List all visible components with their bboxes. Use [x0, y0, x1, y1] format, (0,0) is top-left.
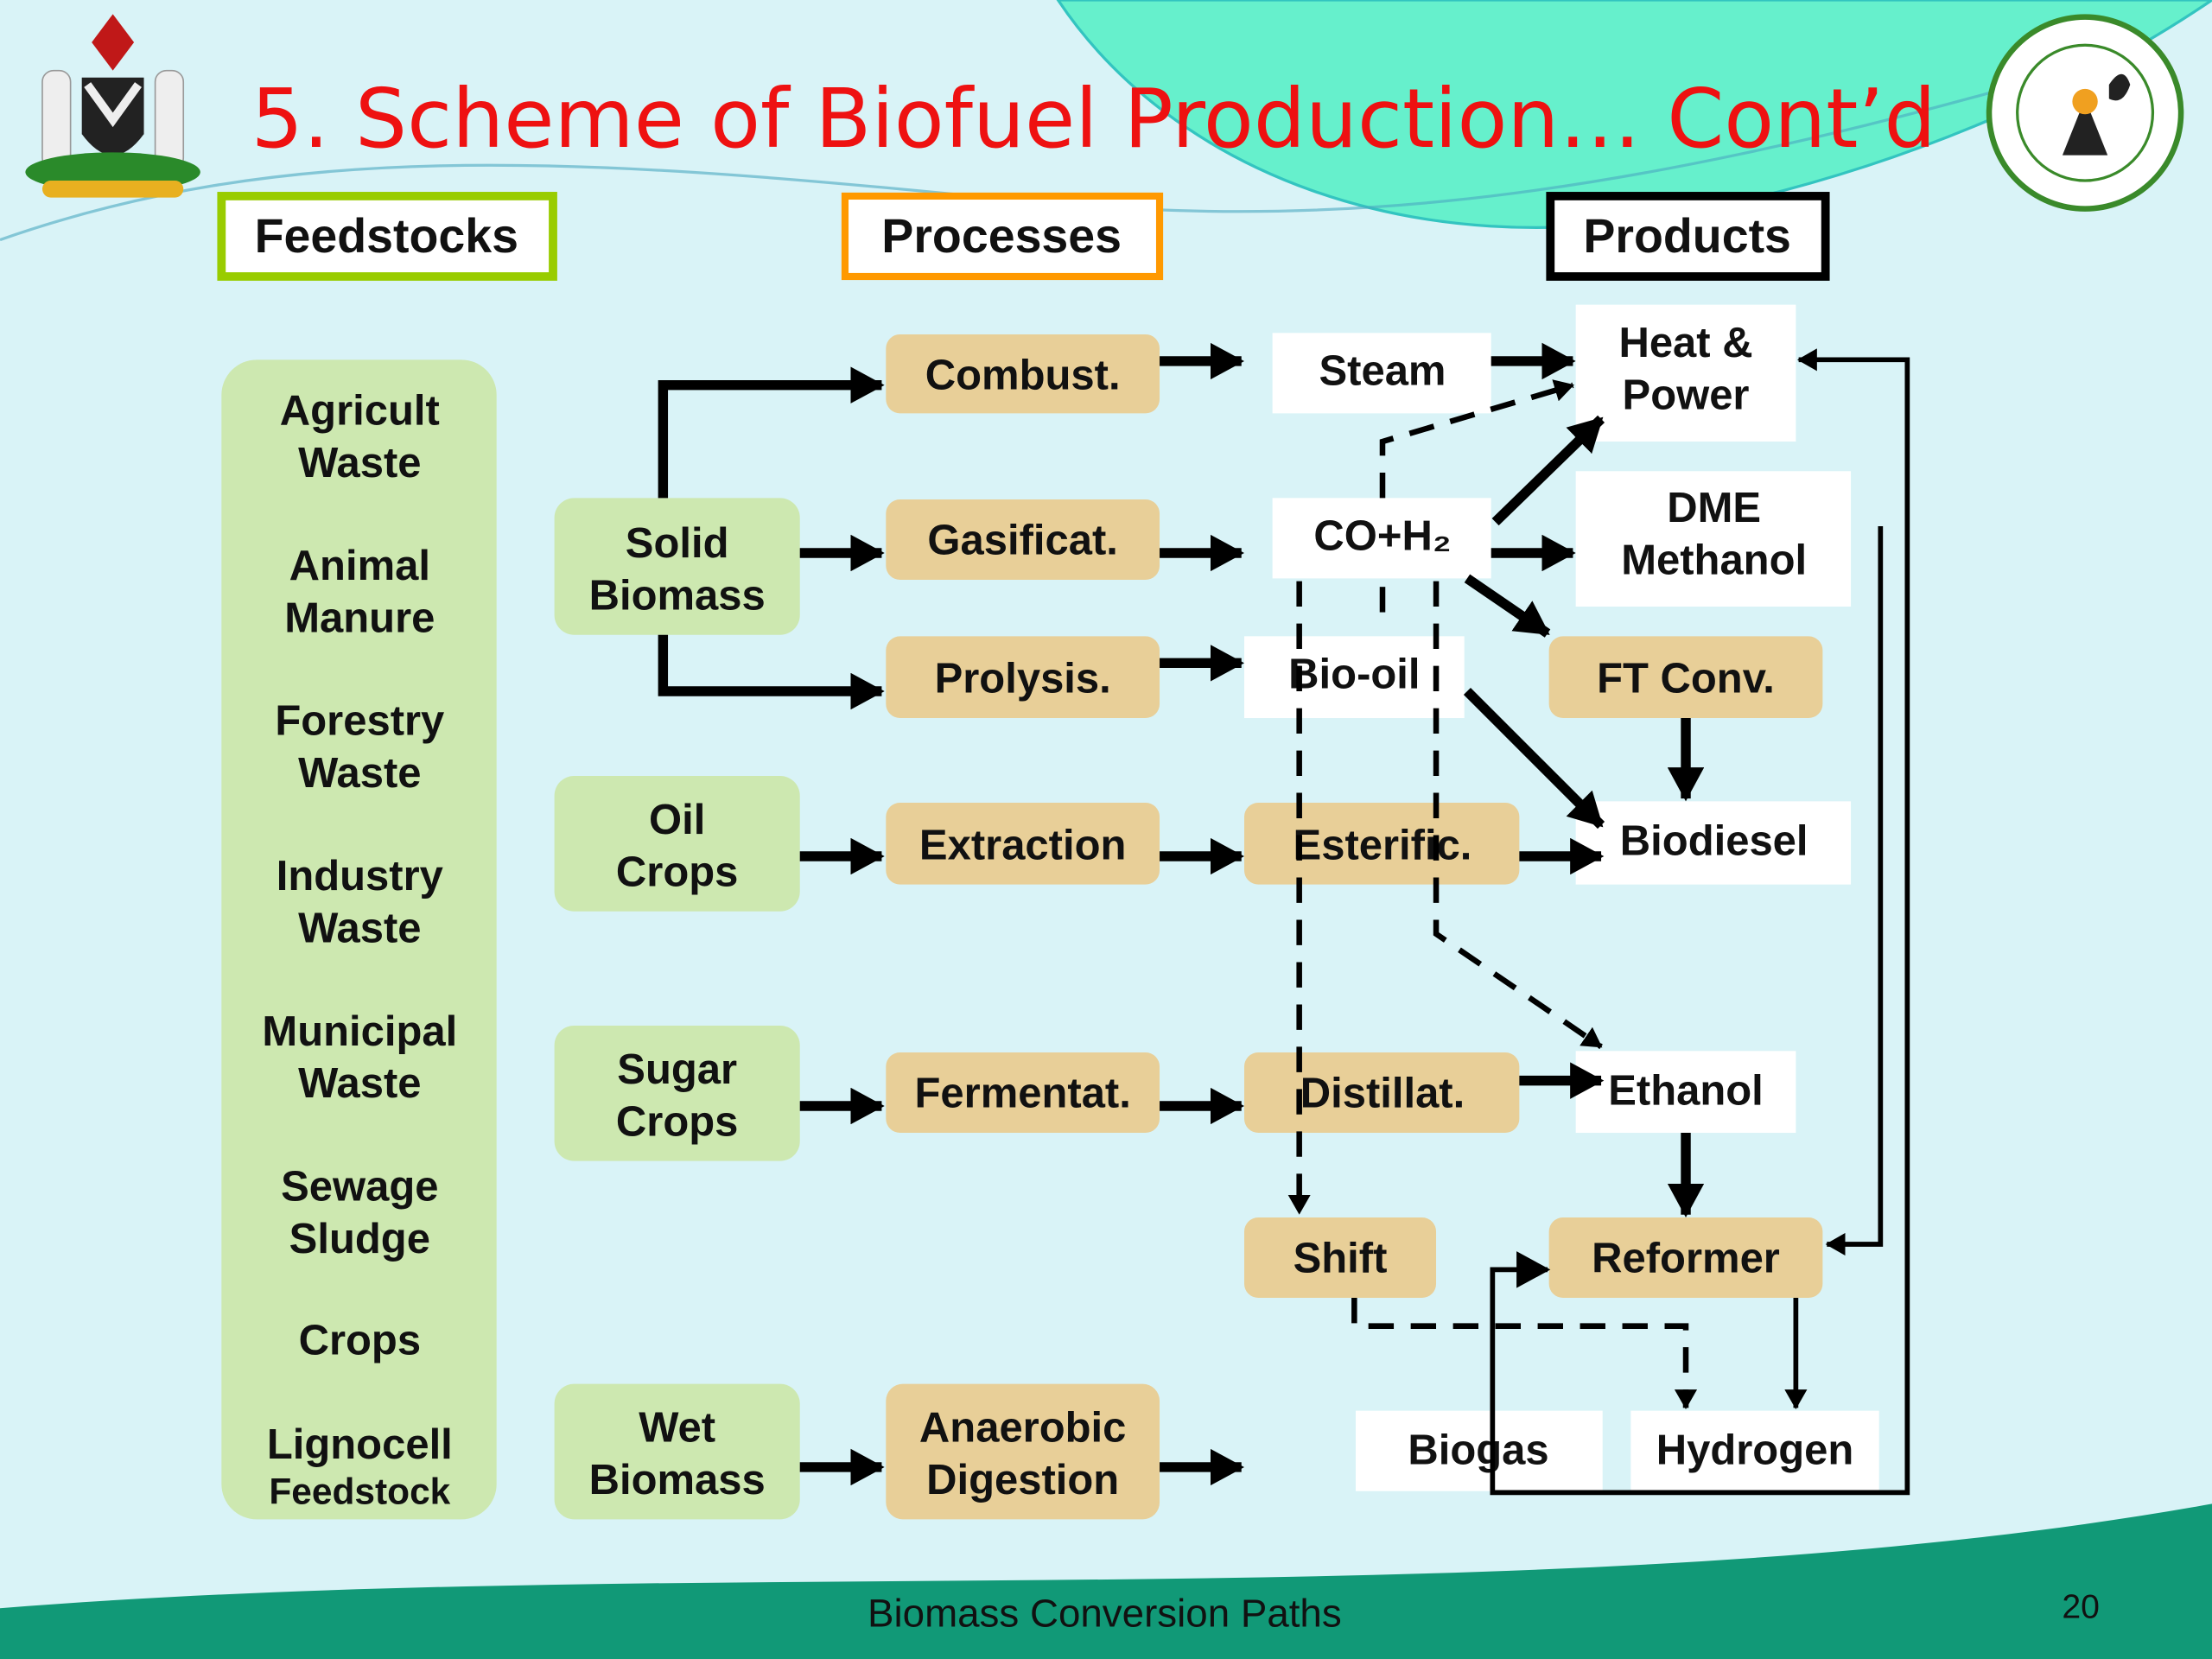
feedstock-item: Municipal: [262, 1008, 457, 1055]
header-feedstocks-label: Feedstocks: [255, 209, 518, 263]
feedstock-item: Animal: [289, 543, 430, 589]
node-label: Crops: [616, 849, 738, 895]
nigeria-coat-of-arms-logo: [25, 14, 200, 198]
feedstock-item: Crops: [299, 1317, 421, 1363]
node-label: CO+H₂: [1313, 513, 1451, 560]
feedstock-item: Waste: [298, 1060, 421, 1107]
node-anaerobic-digestion: Anaerobic Digestion: [886, 1383, 1160, 1520]
node-ft-conv: FT Conv.: [1548, 636, 1823, 719]
node-fermentat: Fermentat.: [886, 1052, 1160, 1134]
node-label: Ethanol: [1608, 1067, 1764, 1114]
feedstock-item: Waste: [298, 750, 421, 797]
node-label: Extraction: [919, 822, 1126, 868]
node-label: Digestion: [926, 1457, 1119, 1503]
node-extraction: Extraction: [886, 802, 1160, 885]
node-heat-power: Heat & Power: [1575, 304, 1796, 442]
feedstock-item: Sludge: [289, 1216, 430, 1262]
node-label: Heat &: [1618, 320, 1752, 366]
node-solid-biomass: Solid Biomass: [554, 498, 800, 635]
node-label: Distillat.: [1300, 1071, 1465, 1117]
node-label: Bio-oil: [1288, 652, 1420, 698]
feedstock-item: Lignocell: [267, 1421, 453, 1468]
node-label: FT Conv.: [1597, 656, 1775, 702]
node-label: Biomass: [589, 572, 766, 619]
node-label: Esterific.: [1294, 822, 1472, 868]
node-label: Biodiesel: [1620, 817, 1808, 864]
feedstock-item: Industry: [276, 853, 443, 899]
node-label: Steam: [1319, 348, 1446, 395]
node-steam: Steam: [1272, 333, 1491, 414]
node-label: Power: [1623, 372, 1750, 418]
header-processes: Processes: [841, 192, 1164, 281]
slide-title: 5. Scheme of Biofuel Production… Cont’d: [251, 72, 1936, 167]
node-prolysis: Prolysis.: [886, 636, 1160, 719]
node-label: Sugar: [617, 1046, 737, 1093]
energy-commission-logo: [1986, 14, 2184, 212]
node-reformer: Reformer: [1548, 1217, 1823, 1299]
node-dme-methanol: DME Methanol: [1575, 471, 1852, 607]
node-label: Prolysis.: [935, 656, 1111, 702]
feedstock-list: Agricult Waste Animal Manure Forestry Wa…: [221, 359, 497, 1520]
node-bio-oil: Bio-oil: [1244, 636, 1465, 719]
feedstock-item: Feedstock: [269, 1471, 450, 1511]
node-hydrogen: Hydrogen: [1630, 1410, 1879, 1491]
node-biogas: Biogas: [1355, 1410, 1603, 1491]
node-label: Combust.: [925, 353, 1121, 399]
node-ethanol: Ethanol: [1575, 1051, 1796, 1134]
node-label: Hydrogen: [1656, 1427, 1854, 1474]
feedstock-item: Forestry: [275, 698, 444, 745]
node-combust: Combust.: [886, 334, 1160, 414]
node-biodiesel: Biodiesel: [1575, 801, 1852, 885]
feedstock-item: Sewage: [281, 1163, 438, 1210]
node-label: Shift: [1294, 1236, 1388, 1282]
node-label: Anaerobic: [919, 1405, 1126, 1452]
node-shift: Shift: [1244, 1217, 1437, 1299]
header-products-label: Products: [1583, 209, 1791, 263]
page-number: 20: [2062, 1589, 2100, 1626]
node-label: Reformer: [1592, 1236, 1780, 1282]
node-gasificat: Gasificat.: [886, 499, 1160, 581]
node-label: Biomass: [589, 1457, 766, 1503]
node-label: Wet: [639, 1405, 715, 1452]
bottom-wave: [0, 1503, 2212, 1659]
node-label: Oil: [649, 797, 705, 843]
node-wet-biomass: Wet Biomass: [554, 1383, 800, 1520]
footer-caption: Biomass Conversion Paths: [868, 1591, 1342, 1635]
node-label: DME: [1667, 485, 1761, 531]
feedstock-item: Waste: [298, 906, 421, 952]
header-products: Products: [1546, 192, 1830, 281]
node-label: Fermentat.: [915, 1071, 1131, 1117]
node-co-h2: CO+H₂: [1272, 498, 1491, 579]
node-label: Gasificat.: [927, 518, 1117, 564]
flow-arrows: [658, 342, 1910, 1496]
node-label: Methanol: [1621, 537, 1807, 583]
node-distillat: Distillat.: [1244, 1052, 1520, 1134]
header-processes-label: Processes: [881, 209, 1122, 263]
feedstock-item: Agricult: [280, 387, 440, 434]
node-sugar-crops: Sugar Crops: [554, 1025, 800, 1161]
feedstock-item: Waste: [298, 440, 421, 486]
node-label: Solid: [626, 520, 729, 567]
node-label: Crops: [616, 1098, 738, 1145]
feedstock-item: Manure: [284, 594, 435, 641]
node-label: Biogas: [1408, 1427, 1548, 1474]
node-esterific: Esterific.: [1244, 802, 1520, 885]
node-oil-crops: Oil Crops: [554, 775, 800, 912]
header-feedstocks: Feedstocks: [217, 192, 557, 281]
